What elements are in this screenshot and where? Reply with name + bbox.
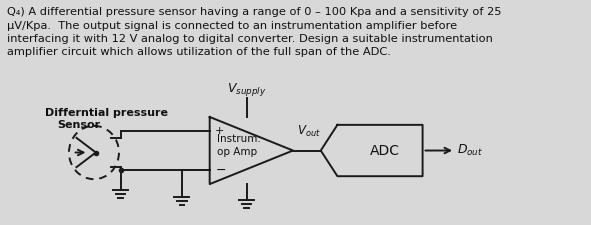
Text: Differntial pressure: Differntial pressure <box>45 108 168 118</box>
Text: $V_{supply}$: $V_{supply}$ <box>227 81 267 98</box>
Text: $D_{out}$: $D_{out}$ <box>457 143 483 158</box>
Text: Sensor: Sensor <box>57 120 100 130</box>
Text: +: + <box>215 126 225 136</box>
Text: interfacing it with 12 V analog to digital converter. Design a suitable instrume: interfacing it with 12 V analog to digit… <box>7 34 493 44</box>
Text: amplifier circuit which allows utilization of the full span of the ADC.: amplifier circuit which allows utilizati… <box>7 47 391 57</box>
Text: ADC: ADC <box>369 144 400 158</box>
Text: $V_{out}$: $V_{out}$ <box>297 124 320 139</box>
Text: Instrum.
op Amp: Instrum. op Amp <box>217 134 261 157</box>
Text: μV/Kpa.  The output signal is connected to an instrumentation amplifier before: μV/Kpa. The output signal is connected t… <box>7 21 457 31</box>
Text: −: − <box>215 164 226 177</box>
Text: Q₄) A differential pressure sensor having a range of 0 – 100 Kpa and a sensitivi: Q₄) A differential pressure sensor havin… <box>7 7 501 17</box>
